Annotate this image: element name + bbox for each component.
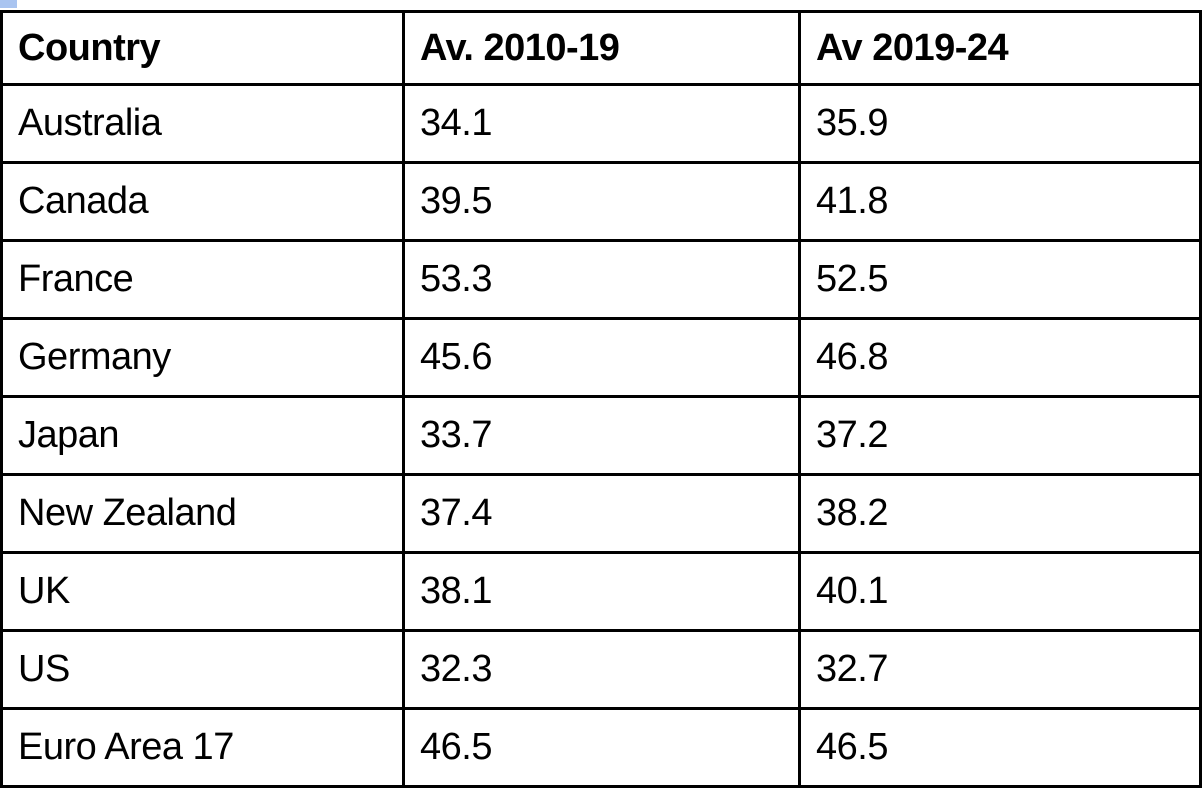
table-row-uk: UK 38.1 40.1 (0, 551, 1202, 632)
table-row-canada: Canada 39.5 41.8 (0, 161, 1202, 242)
value-cell-2019-24: 38.2 (798, 473, 1202, 554)
header-cell-av-2019-24: Av 2019-24 (798, 10, 1202, 86)
value-cell-2019-24: 46.5 (798, 707, 1202, 788)
value-cell-2019-24: 35.9 (798, 83, 1202, 164)
country-cell: Euro Area 17 (0, 707, 405, 788)
country-cell: Australia (0, 83, 405, 164)
country-cell: UK (0, 551, 405, 632)
country-cell: France (0, 239, 405, 320)
country-averages-table: Country Av. 2010-19 Av 2019-24 Australia… (0, 10, 1202, 788)
table-row-us: US 32.3 32.7 (0, 629, 1202, 710)
value-cell-2019-24: 40.1 (798, 551, 1202, 632)
value-cell-2010-19: 45.6 (402, 317, 801, 398)
value-cell-2010-19: 53.3 (402, 239, 801, 320)
value-cell-2010-19: 33.7 (402, 395, 801, 476)
table-row-new-zealand: New Zealand 37.4 38.2 (0, 473, 1202, 554)
header-row: Country Av. 2010-19 Av 2019-24 (0, 10, 1202, 86)
country-cell: Canada (0, 161, 405, 242)
value-cell-2010-19: 34.1 (402, 83, 801, 164)
country-cell: New Zealand (0, 473, 405, 554)
value-cell-2019-24: 32.7 (798, 629, 1202, 710)
table-row-australia: Australia 34.1 35.9 (0, 83, 1202, 164)
value-cell-2019-24: 52.5 (798, 239, 1202, 320)
value-cell-2010-19: 46.5 (402, 707, 801, 788)
value-cell-2019-24: 37.2 (798, 395, 1202, 476)
value-cell-2019-24: 46.8 (798, 317, 1202, 398)
value-cell-2010-19: 39.5 (402, 161, 801, 242)
corner-selection-marker (0, 0, 17, 8)
country-cell: Germany (0, 317, 405, 398)
country-cell: Japan (0, 395, 405, 476)
table-row-france: France 53.3 52.5 (0, 239, 1202, 320)
value-cell-2010-19: 32.3 (402, 629, 801, 710)
header-cell-av-2010-19: Av. 2010-19 (402, 10, 801, 86)
table-row-germany: Germany 45.6 46.8 (0, 317, 1202, 398)
table-row-japan: Japan 33.7 37.2 (0, 395, 1202, 476)
table-row-euro-area-17: Euro Area 17 46.5 46.5 (0, 707, 1202, 788)
value-cell-2010-19: 37.4 (402, 473, 801, 554)
header-cell-country: Country (0, 10, 405, 86)
country-cell: US (0, 629, 405, 710)
value-cell-2019-24: 41.8 (798, 161, 1202, 242)
value-cell-2010-19: 38.1 (402, 551, 801, 632)
